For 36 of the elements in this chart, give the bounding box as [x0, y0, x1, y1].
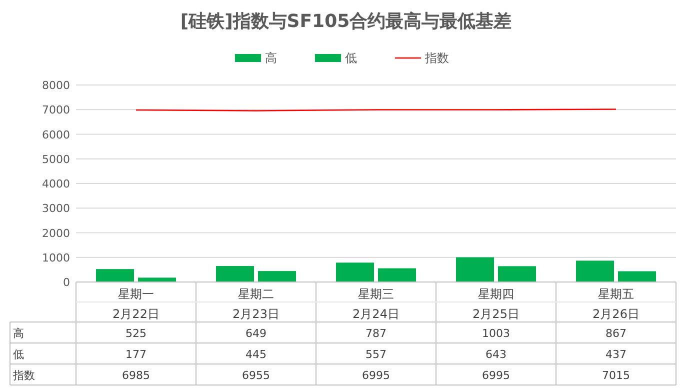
y-tick-label: 7000 — [42, 104, 70, 117]
text: 指数 — [13, 369, 35, 382]
data-label: 437 — [606, 348, 626, 361]
data-label: 787 — [366, 327, 386, 340]
data-label: 177 — [126, 348, 146, 361]
data-label: 6995 — [362, 369, 390, 382]
y-tick-label: 4000 — [42, 178, 70, 190]
data-label: 445 — [246, 348, 266, 361]
data-label: 7015 — [602, 369, 630, 382]
x-tick-label: 星期四 2月25日 — [472, 287, 520, 321]
y-tick-label: 5000 — [42, 152, 70, 166]
y-tick-label: 1000 — [42, 251, 70, 264]
data-label: 6995 — [482, 369, 510, 382]
data-label: 6955 — [242, 369, 270, 382]
x-tick-label: 星期五 2月26日 — [592, 287, 640, 321]
data-label: 6985 — [122, 369, 150, 382]
text: 低 — [13, 348, 24, 361]
legend-label: 低 — [345, 51, 357, 65]
y-tick-label: 2000 — [42, 226, 70, 240]
x-tick-label: 星期二 2月23日 — [232, 287, 280, 321]
y-tick-label: 0 — [63, 276, 70, 289]
x-tick-label: 星期一 2月22日 — [112, 287, 160, 321]
data-label: 1003 — [482, 327, 510, 340]
y-tick-label: 3000 — [42, 202, 70, 216]
legend-label: 高 — [265, 51, 277, 65]
y-tick-label: 6000 — [42, 128, 70, 142]
y-tick-label: 8000 — [42, 79, 70, 92]
data-label: 649 — [246, 327, 266, 340]
text: 高 — [13, 327, 24, 340]
legend-label: 指数 — [424, 51, 449, 65]
data-label: 525 — [126, 327, 146, 340]
data-label: 643 — [486, 348, 506, 361]
x-tick-label: 星期三 2月24日 — [352, 287, 400, 321]
data-label: 867 — [606, 327, 626, 340]
data-label: 557 — [366, 348, 386, 361]
chart-title: [硅铁]指数与SF105合约最高与最低基差 — [180, 11, 512, 32]
